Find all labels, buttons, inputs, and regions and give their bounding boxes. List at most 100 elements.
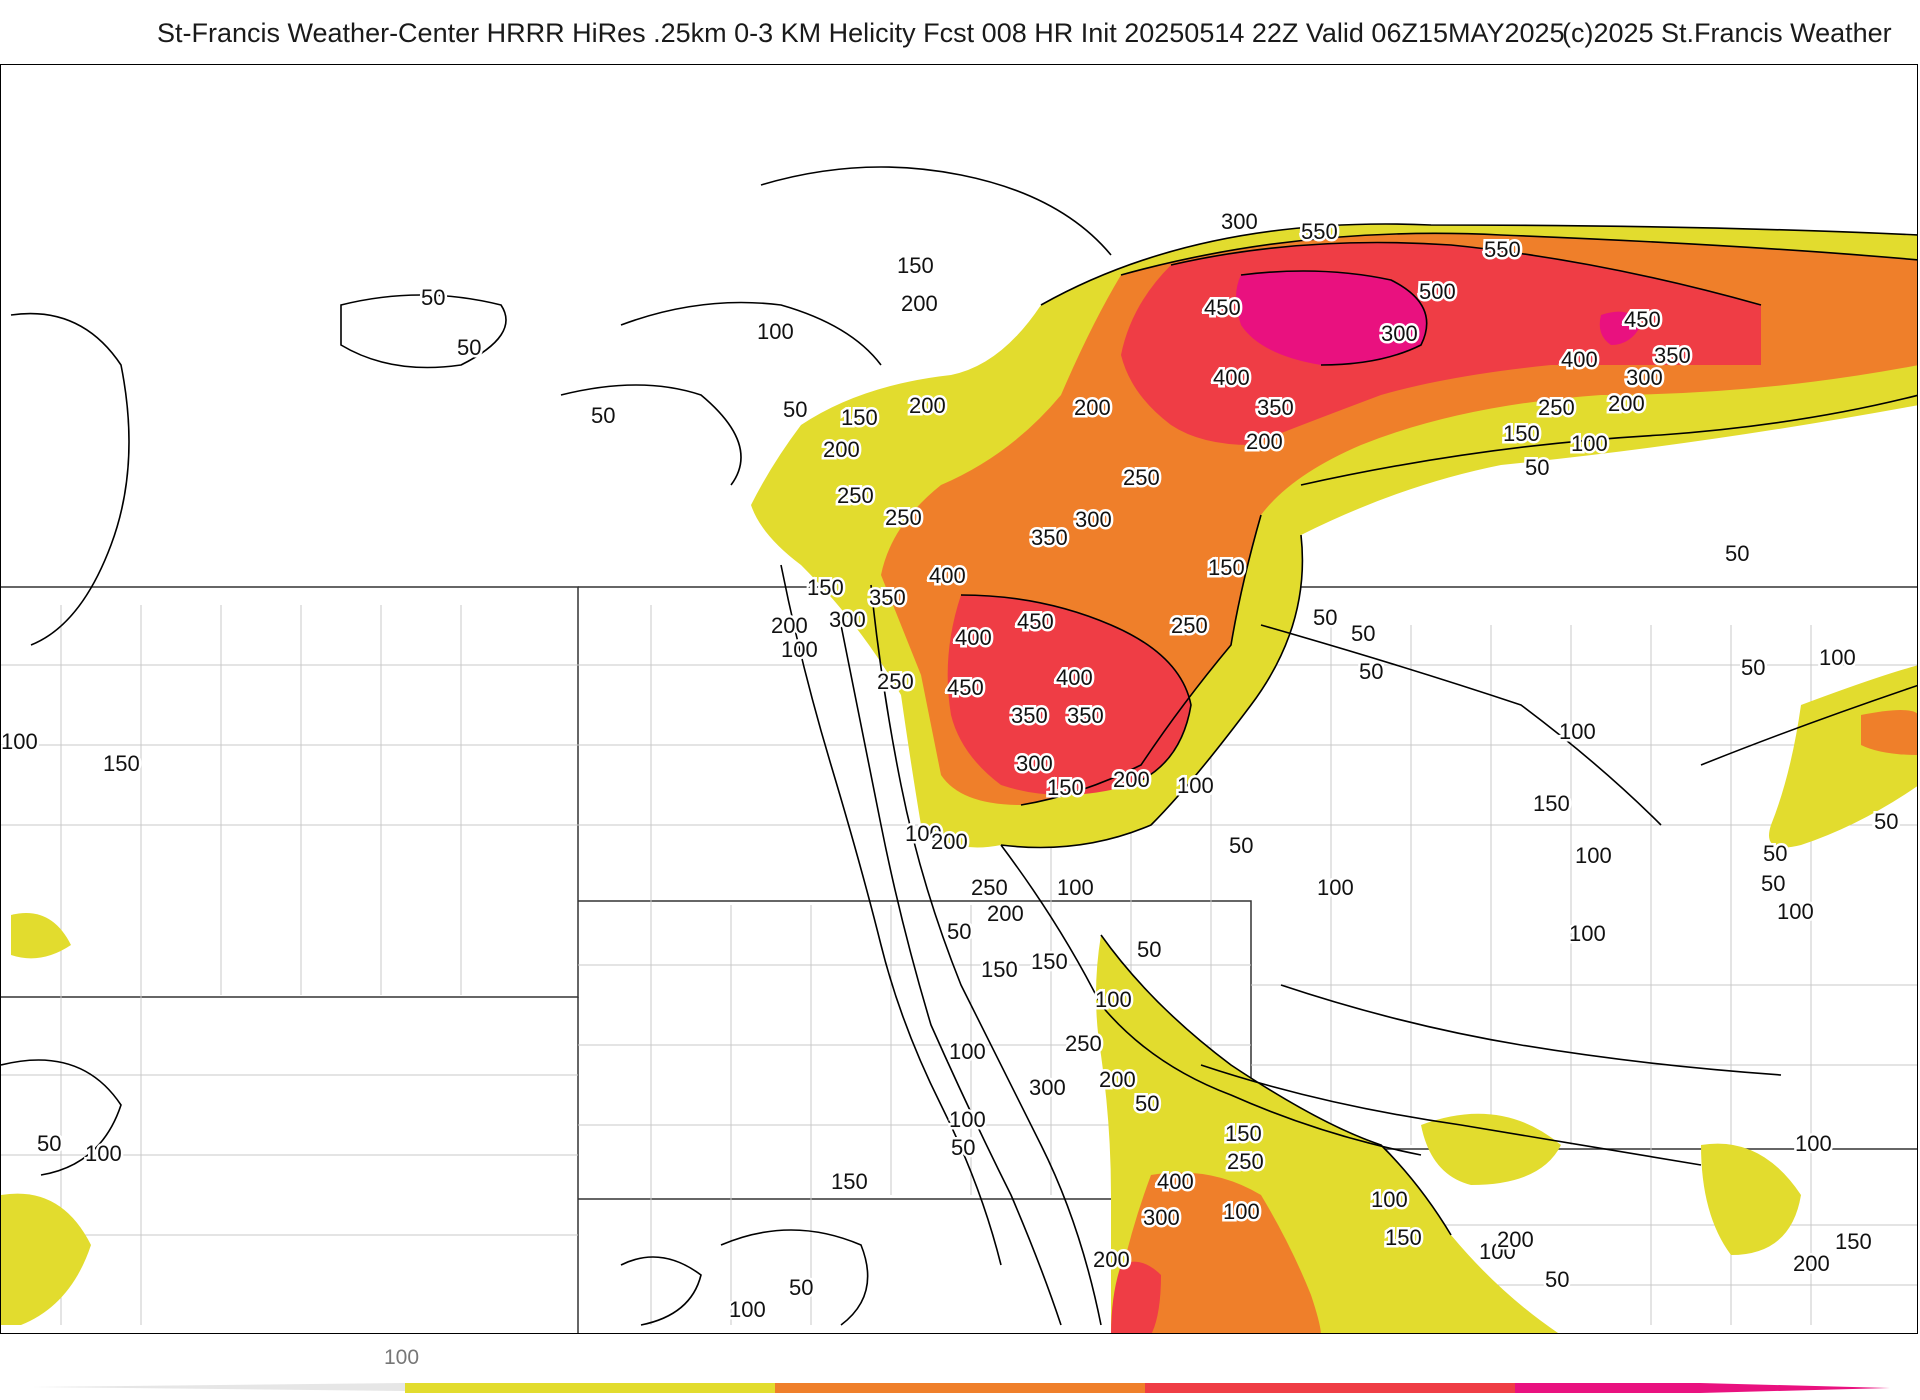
band-200-300-east <box>1861 710 1917 755</box>
contour-label: 100 <box>1479 1239 1516 1264</box>
contour-label: 100 <box>1095 987 1132 1012</box>
contour-label: 50 <box>457 335 481 360</box>
contour-label: 250 <box>1123 465 1160 490</box>
contour-label: 200 <box>1093 1247 1130 1272</box>
contour-250 <box>1120 232 1917 276</box>
contour-label: 100 <box>949 1107 986 1132</box>
contour-label: 100 <box>757 319 794 344</box>
contour-label: 150 <box>103 751 140 776</box>
band-100-200-sw <box>1421 1113 1561 1185</box>
contour-label: 550 <box>1484 237 1521 262</box>
legend-segment-below <box>32 1383 405 1391</box>
contour-label: 300 <box>1029 1075 1066 1100</box>
contour-label: 100 <box>1177 773 1214 798</box>
contour-label: 100 <box>1559 719 1596 744</box>
contour-label: 200 <box>1608 391 1645 416</box>
contour-label: 400 <box>1056 665 1093 690</box>
band-300-400-south <box>1111 1261 1161 1333</box>
contour-50 <box>10 312 130 646</box>
contour-50 <box>720 1229 869 1326</box>
contour-label: 150 <box>1031 949 1068 974</box>
contour-label: 400 <box>1157 1169 1194 1194</box>
contour-label: 350 <box>1654 343 1691 368</box>
contour-label: 100 <box>781 637 818 662</box>
band-100-200-west-2 <box>11 913 71 959</box>
contour-label: 300 <box>1143 1205 1180 1230</box>
contour-label: 50 <box>947 919 971 944</box>
contour-label: 150 <box>807 575 844 600</box>
contour-label: 150 <box>981 957 1018 982</box>
contour-label: 100 <box>1057 875 1094 900</box>
contour-label: 200 <box>823 437 860 462</box>
contour-50 <box>1300 394 1917 486</box>
contour-label: 50 <box>1137 937 1161 962</box>
contour-label: 350 <box>1257 395 1294 420</box>
contour-label: 100 <box>1777 899 1814 924</box>
contour-label: 100 <box>729 1297 766 1322</box>
contour-50 <box>1260 624 1662 826</box>
contour-100 <box>620 301 882 366</box>
legend-tick-label: 100 <box>384 1346 420 1369</box>
contour-label: 400 <box>929 563 966 588</box>
contour-label: 100 <box>1569 921 1606 946</box>
band-300-400-central <box>947 595 1191 795</box>
contour-label: 300 <box>829 607 866 632</box>
contour-label: 400 <box>1561 347 1598 372</box>
contour-label: 250 <box>1065 1031 1102 1056</box>
contour-label: 100 <box>1795 1131 1832 1156</box>
contour-label: 250 <box>1538 395 1575 420</box>
band-100-200-se <box>1701 1143 1801 1255</box>
contour-200 <box>1020 514 1262 806</box>
contour-label: 450 <box>1017 609 1054 634</box>
contour-label: 150 <box>1503 421 1540 446</box>
helicity-fill <box>1 224 1917 1333</box>
contour-label: 200 <box>901 291 938 316</box>
contour-label: 200 <box>1793 1251 1830 1276</box>
band-100-200-east <box>1769 665 1917 848</box>
contour-label: 350 <box>1011 703 1048 728</box>
contour-label: 50 <box>1525 455 1549 480</box>
contour-labels: 300 550 550 450 500 450 300 400 350 400 … <box>1 207 1901 1325</box>
contour-label: 50 <box>1725 541 1749 566</box>
contour-100 <box>1700 684 1917 766</box>
contour-label: 100 <box>1317 875 1354 900</box>
legend-segment-100-200 <box>405 1383 775 1393</box>
contour-50 <box>560 384 742 486</box>
contour-label: 400 <box>1213 365 1250 390</box>
contour-label: 100 <box>1575 843 1612 868</box>
contour-label: 100 <box>1571 431 1608 456</box>
contour-50 <box>1000 844 1422 1156</box>
state-border-central <box>578 900 1917 1150</box>
contour-label: 150 <box>1225 1121 1262 1146</box>
contour-label: 100 <box>1819 645 1856 670</box>
legend-segment-300-400 <box>1145 1383 1515 1393</box>
contour-label: 150 <box>1385 1225 1422 1250</box>
band-100-200-west-1 <box>1 1193 91 1325</box>
band-400-500-north <box>1236 271 1427 365</box>
color-legend: 100 <box>0 1340 1920 1400</box>
contour-label: 100 <box>1223 1199 1260 1224</box>
contour-label: 400 <box>955 625 992 650</box>
contour-terrain <box>840 624 1062 1326</box>
contour-label: 50 <box>1135 1091 1159 1116</box>
band-200-300-south <box>1111 1172 1321 1333</box>
contour-label: 300 <box>1016 751 1053 776</box>
map-title: St-Francis Weather-Center HRRR HiRes .25… <box>0 14 1920 54</box>
contour-label: 250 <box>1227 1149 1264 1174</box>
contour-label: 50 <box>1741 655 1765 680</box>
contour-label: 550 <box>1301 219 1338 244</box>
contour-label: 250 <box>837 483 874 508</box>
contour-150 <box>1200 1064 1702 1166</box>
contour-label: 250 <box>1171 613 1208 638</box>
contour-label: 50 <box>421 285 445 310</box>
contour-label: 50 <box>1229 833 1253 858</box>
contour-label: 200 <box>909 393 946 418</box>
contour-label: 200 <box>987 901 1024 926</box>
contour-label: 500 <box>1419 279 1456 304</box>
contour-label: 450 <box>947 675 984 700</box>
copyright-text: (c)2025 St.Francis Weather <box>1562 18 1892 48</box>
contour-label: 200 <box>931 829 968 854</box>
contour-label: 150 <box>841 405 878 430</box>
contour-label: 200 <box>1497 1227 1534 1252</box>
legend-segment-400-plus <box>1515 1383 1890 1393</box>
